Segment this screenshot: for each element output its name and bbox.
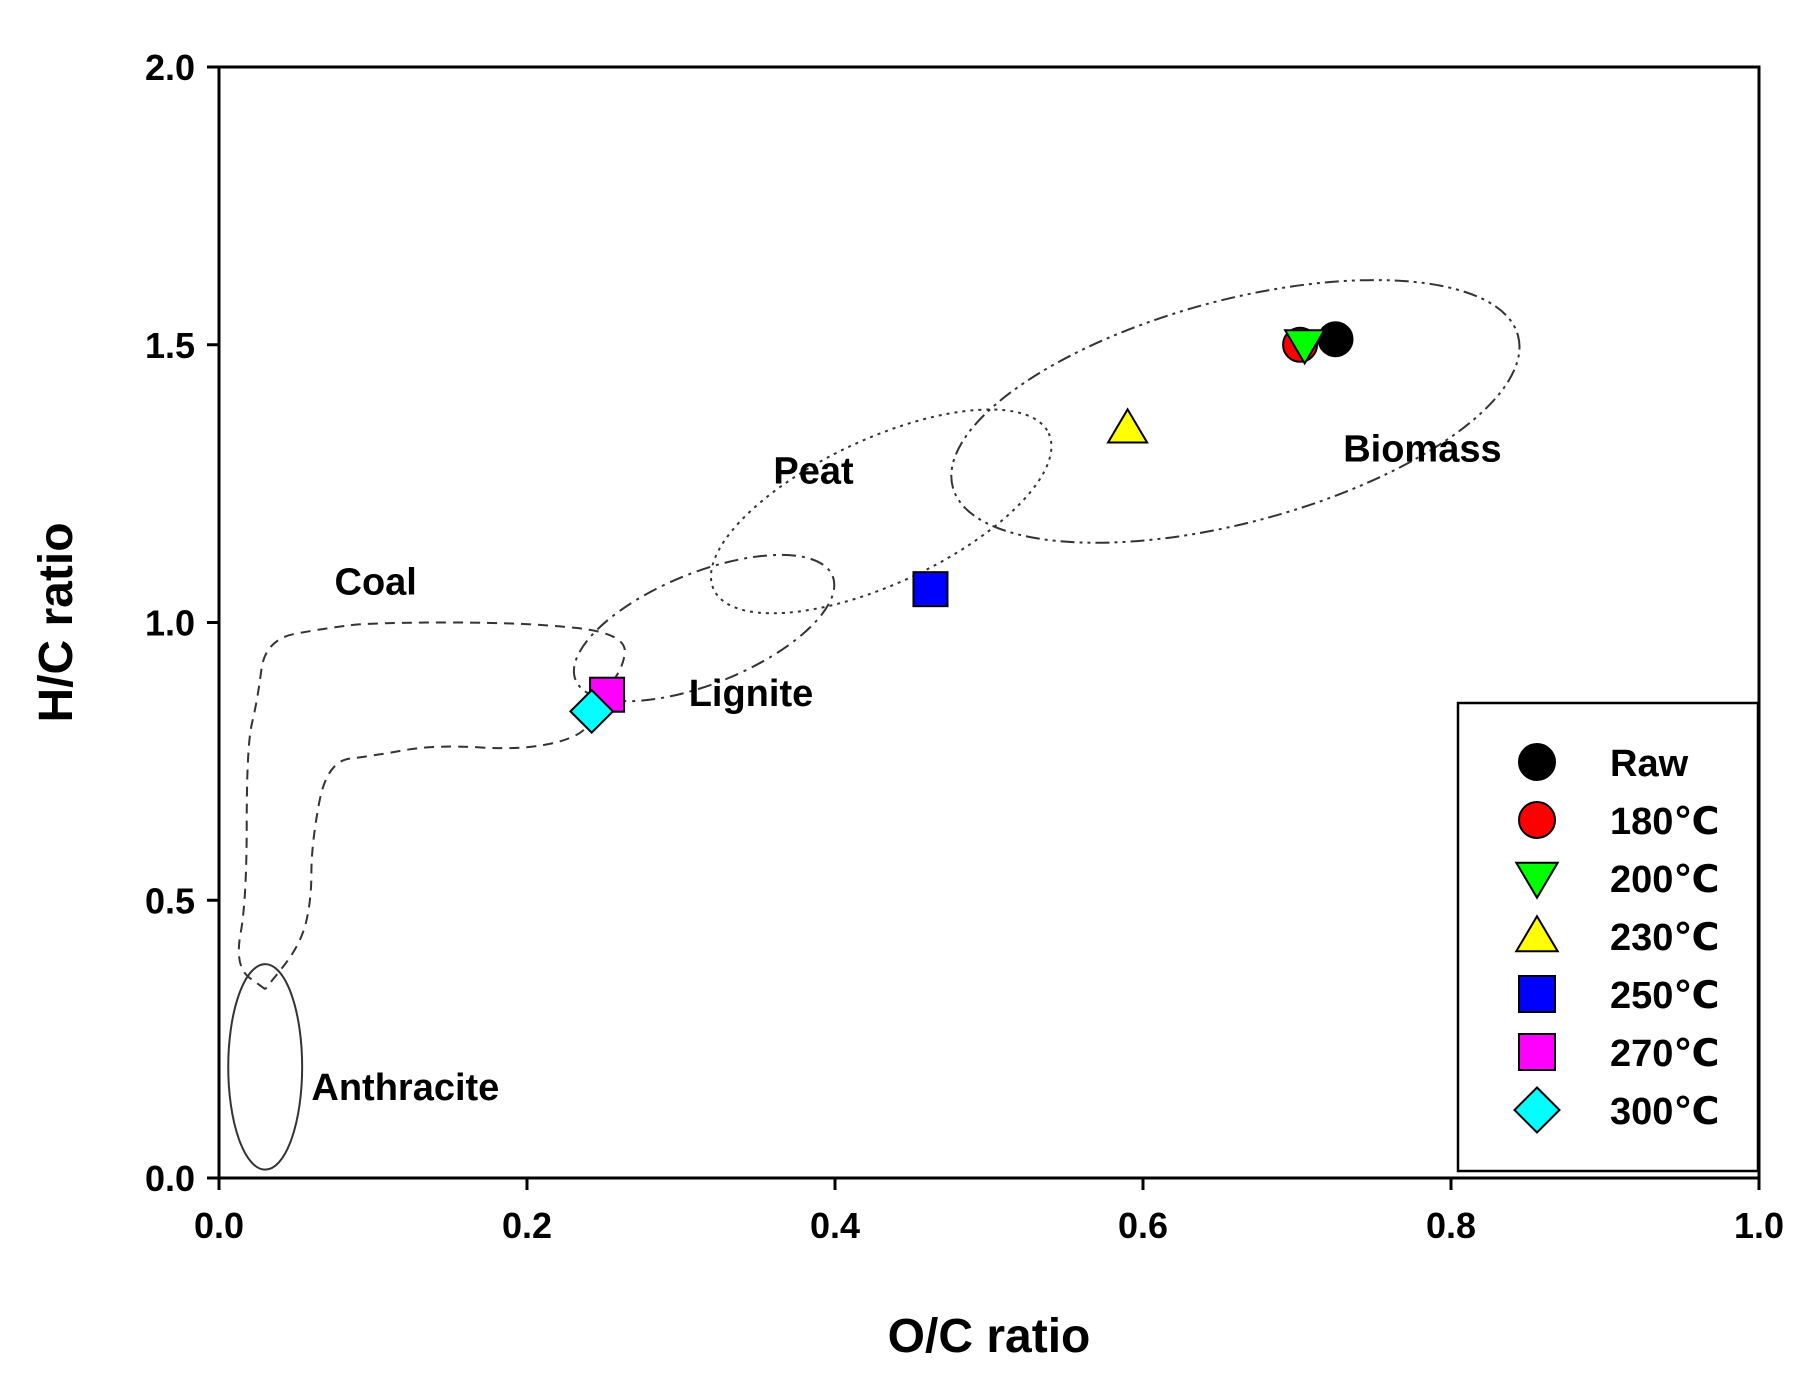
- region-label-peat: Peat: [773, 451, 854, 493]
- y-tick-label: 0.5: [145, 880, 195, 921]
- point-200: [1283, 329, 1327, 366]
- x-tick-label: 1.0: [1734, 1205, 1784, 1246]
- region-anthracite: [227, 963, 304, 1171]
- region-biomass: [950, 279, 1521, 544]
- point-230: [1106, 407, 1149, 444]
- region-labels: Anthracite Coal Lignite Peat Biomass: [311, 428, 1501, 1109]
- legend-marker-raw: [1518, 743, 1556, 781]
- legend-marker-200: [1514, 861, 1560, 900]
- point-300: [569, 688, 615, 735]
- y-axis-title: H/C ratio: [30, 522, 83, 722]
- y-tick-label: 0.0: [145, 1158, 195, 1199]
- legend-marker-230: [1514, 914, 1560, 953]
- legend-label-270: 270℃: [1610, 1033, 1719, 1075]
- x-axis-title: O/C ratio: [888, 1310, 1091, 1363]
- regions-layer: [227, 279, 1521, 1171]
- region-label-coal: Coal: [335, 562, 417, 604]
- legend-marker-180: [1518, 801, 1556, 839]
- region-peat: [709, 408, 1053, 615]
- region-label-biomass: Biomass: [1343, 428, 1501, 470]
- x-tick-label: 0.6: [1118, 1205, 1168, 1246]
- x-tick-label: 0.4: [810, 1205, 860, 1246]
- legend-marker-300: [1513, 1086, 1561, 1134]
- legend-label-200: 200℃: [1610, 859, 1719, 901]
- x-tick-label: 0.2: [502, 1205, 552, 1246]
- axis-ticks: 0.0 0.2 0.4 0.6 0.8 1.0 0.0 0.5 1.0 1.5 2.0: [145, 47, 1784, 1246]
- y-tick-label: 1.0: [145, 603, 195, 644]
- legend-label-raw: Raw: [1610, 743, 1689, 785]
- legend-label-230: 230℃: [1610, 917, 1719, 959]
- legend-marker-270: [1518, 1033, 1556, 1071]
- legend: Raw 180℃ 200℃ 230℃ 250℃ 270℃ 300℃: [1456, 701, 1760, 1173]
- legend-label-300: 300℃: [1610, 1091, 1719, 1133]
- region-coal: [237, 621, 626, 990]
- region-label-anthracite: Anthracite: [311, 1067, 499, 1109]
- y-tick-label: 1.5: [145, 325, 195, 366]
- y-tick-label: 2.0: [145, 47, 195, 88]
- region-label-lignite: Lignite: [689, 673, 814, 715]
- point-250: [912, 571, 949, 608]
- legend-label-250: 250℃: [1610, 975, 1719, 1017]
- legend-box: [1456, 701, 1760, 1173]
- x-tick-label: 0.0: [194, 1205, 244, 1246]
- region-lignite: [572, 553, 836, 703]
- x-tick-label: 0.8: [1426, 1205, 1476, 1246]
- legend-marker-250: [1518, 975, 1556, 1013]
- legend-label-180: 180℃: [1610, 801, 1719, 843]
- point-raw: [1317, 321, 1354, 358]
- points-layer: [569, 321, 1354, 735]
